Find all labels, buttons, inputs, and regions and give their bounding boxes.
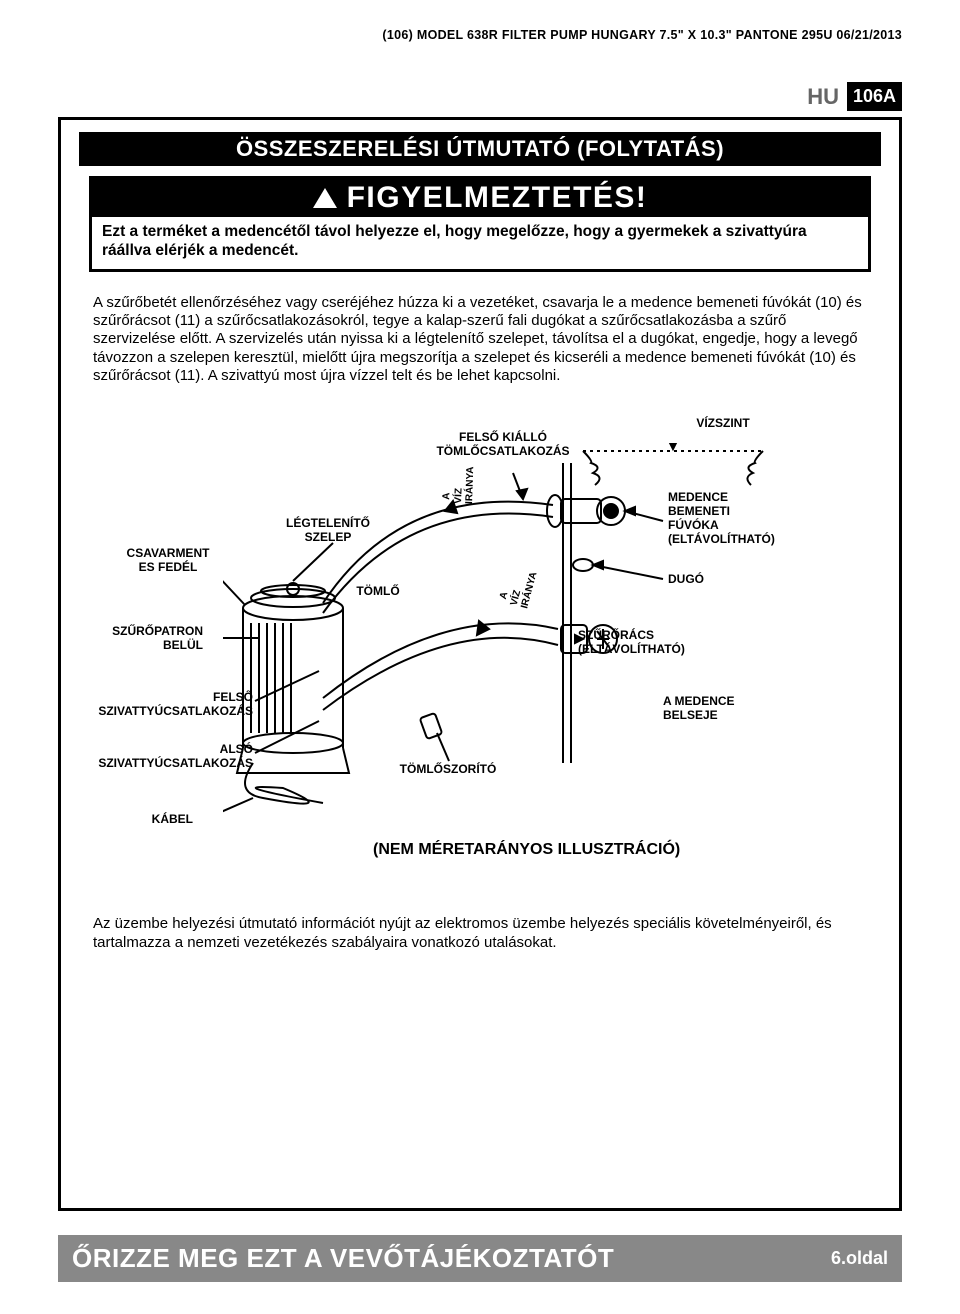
- footer-paragraph: Az üzembe helyezési útmutató információt…: [93, 915, 867, 953]
- content-box: ÖSSZESZERELÉSI ÚTMUTATÓ (FOLYTATÁS) FIGY…: [58, 117, 902, 1211]
- footer-bar: ŐRIZZE MEG EZT A VEVŐTÁJÉKOZTATÓT 6.olda…: [58, 1235, 902, 1282]
- warning-triangle-icon: [313, 188, 337, 208]
- illustration-note: (NEM MÉRETARÁNYOS ILLUSZTRÁCIÓ): [373, 841, 680, 859]
- language-code: HU: [807, 84, 839, 110]
- label-screw-lid: CSAVARMENTES FEDÉL: [113, 547, 223, 575]
- main-paragraph: A szűrőbetét ellenőrzéséhez vagy cseréjé…: [93, 294, 867, 385]
- pump-illustration: [223, 443, 773, 823]
- label-water-level: VÍZSZINT: [683, 417, 763, 431]
- lang-row: HU 106A: [58, 82, 902, 111]
- document-header: (106) MODEL 638R FILTER PUMP HUNGARY 7.5…: [58, 28, 902, 42]
- page: (106) MODEL 638R FILTER PUMP HUNGARY 7.5…: [0, 0, 960, 1314]
- page-code-badge: 106A: [847, 82, 902, 111]
- footer-main-text: ŐRIZZE MEG EZT A VEVŐTÁJÉKOZTATÓT: [72, 1243, 614, 1274]
- warning-box: FIGYELMEZTETÉS! Ezt a terméket a medencé…: [89, 176, 871, 272]
- label-cartridge: SZŰRŐPATRONBELÜL: [73, 625, 203, 653]
- section-title: ÖSSZESZERELÉSI ÚTMUTATÓ (FOLYTATÁS): [236, 136, 724, 161]
- footer-page-number: 6.oldal: [831, 1248, 888, 1269]
- warning-body: Ezt a terméket a medencétől távol helyez…: [92, 217, 868, 269]
- diagram: FELSŐ KIÁLLÓTÖMLŐCSATLAKOZÁS VÍZSZINT LÉ…: [93, 443, 867, 893]
- warning-header: FIGYELMEZTETÉS!: [92, 179, 868, 217]
- warning-label: FIGYELMEZTETÉS!: [347, 181, 648, 215]
- label-cable: KÁBEL: [133, 813, 193, 827]
- section-title-bar: ÖSSZESZERELÉSI ÚTMUTATÓ (FOLYTATÁS): [79, 132, 881, 166]
